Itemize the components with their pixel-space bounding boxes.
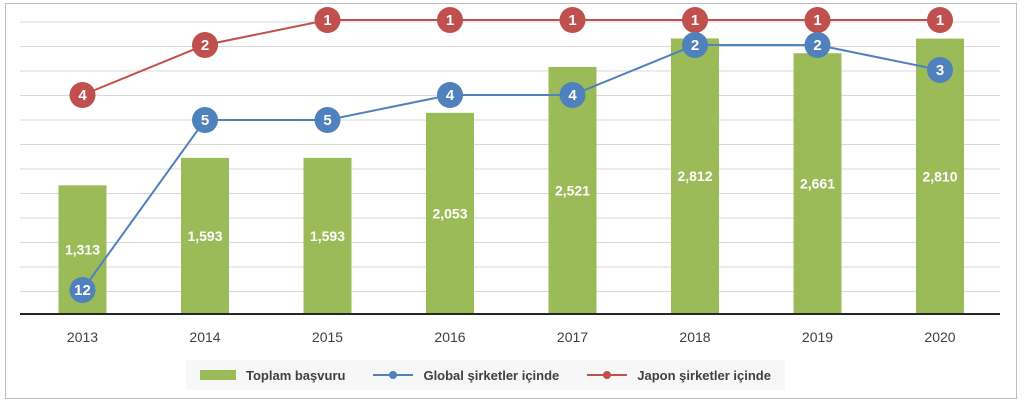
bar-data-label: 1,313 <box>65 242 100 258</box>
legend-swatch-global <box>373 370 414 380</box>
japan-rank-marker <box>69 82 96 108</box>
x-tick-label: 2018 <box>679 329 710 345</box>
bar-data-label: 2,661 <box>800 176 835 192</box>
legend-item-global: Global şirketler içinde <box>359 360 573 390</box>
global-rank-marker <box>69 277 96 303</box>
global-rank-marker-label: 3 <box>936 62 944 79</box>
japan-rank-marker <box>559 7 586 33</box>
bar-2017 <box>548 66 597 314</box>
japan-rank-marker <box>804 7 831 33</box>
japan-rank-marker-label: 1 <box>568 12 576 29</box>
chart-canvas: 2013 2014 2015 2016 2017 2018 2019 2020 1,313 1,5… <box>20 7 1000 345</box>
global-rank-marker <box>314 107 341 133</box>
japan-rank-marker-label: 4 <box>78 87 87 104</box>
x-tick-label: 2019 <box>802 329 833 345</box>
japan-rank-marker-label: 1 <box>691 12 699 29</box>
legend-item-japan: Japon şirketler içinde <box>573 360 785 390</box>
global-rank-marker-label: 4 <box>446 87 455 104</box>
bar-data-label: 2,053 <box>432 205 467 221</box>
japan-rank-marker-label: 1 <box>323 12 331 29</box>
global-rank-marker <box>927 57 953 83</box>
bar-2015 <box>303 157 352 314</box>
legend-label-global: Global şirketler içinde <box>423 367 560 383</box>
japan-rank-marker <box>682 7 708 33</box>
x-tick-label: 2017 <box>557 329 588 345</box>
global-rank-marker-label: 2 <box>691 37 699 54</box>
legend-label-bars: Toplam başvuru <box>246 367 346 383</box>
japan-rank-marker-label: 1 <box>813 12 821 29</box>
global-rank-marker <box>437 82 463 108</box>
bar-2018 <box>671 38 719 314</box>
bar-2020 <box>916 38 964 315</box>
global-rank-marker <box>804 32 831 58</box>
japan-rank-marker <box>437 7 463 33</box>
global-rank-marker <box>682 32 708 58</box>
legend-item-bars: Toplam başvuru <box>186 360 359 390</box>
global-rank-marker <box>192 107 218 133</box>
bar-2014 <box>181 157 229 314</box>
bar-data-label: 2,812 <box>677 168 712 184</box>
bar-data-label: 1,593 <box>187 228 222 244</box>
legend-swatch-japan <box>587 370 628 380</box>
legend-label-japan: Japon şirketler içinde <box>637 367 771 383</box>
x-tick-label: 2020 <box>924 329 955 345</box>
global-rank-marker-label: 4 <box>568 87 577 104</box>
legend-swatch-bars <box>200 370 236 380</box>
japan-rank-marker-label: 1 <box>446 12 454 29</box>
bar-2016 <box>426 112 474 314</box>
japan-rank-marker <box>927 7 953 33</box>
global-rank-marker-label: 2 <box>813 37 821 54</box>
global-rank-marker-label: 12 <box>74 282 91 299</box>
global-rank-marker-label: 5 <box>201 112 209 129</box>
japan-rank-marker-label: 1 <box>936 12 944 29</box>
legend: Toplam başvuru Global şirketler içinde J… <box>186 360 785 390</box>
chart-frame <box>5 3 1017 399</box>
x-tick-label: 2013 <box>67 329 98 345</box>
x-tick-label: 2016 <box>434 329 465 345</box>
japan-rank-marker <box>192 32 218 58</box>
bar-data-label: 2,521 <box>555 182 590 198</box>
japan-rank-marker <box>314 7 341 33</box>
global-rank-marker-label: 5 <box>323 112 331 129</box>
global-rank-marker <box>559 82 586 108</box>
japan-rank-line <box>82 19 940 96</box>
x-tick-label: 2015 <box>312 329 343 345</box>
bar-data-label: 1,593 <box>310 228 345 244</box>
bar-data-label: 2,810 <box>922 168 957 184</box>
x-tick-label: 2014 <box>189 329 220 345</box>
bar-2019 <box>793 53 842 315</box>
japan-rank-marker-label: 2 <box>201 37 209 54</box>
global-rank-line <box>81 44 941 291</box>
